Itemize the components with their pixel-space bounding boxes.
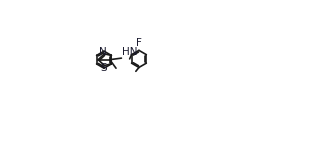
- Text: HN: HN: [121, 47, 137, 57]
- Text: N: N: [99, 46, 107, 57]
- Text: F: F: [136, 38, 142, 48]
- Text: S: S: [100, 63, 107, 73]
